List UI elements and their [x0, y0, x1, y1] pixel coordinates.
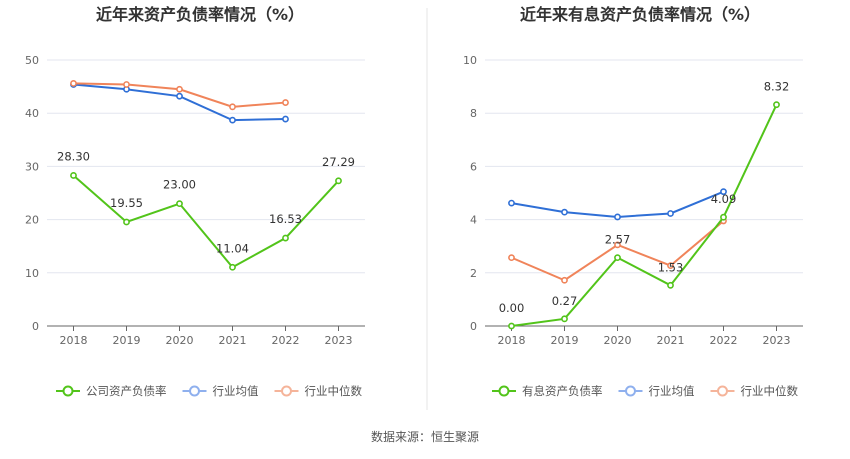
data-label: 11.04 — [216, 241, 249, 255]
legend-item: 行业均值 — [182, 384, 259, 398]
legend-item: 行业中位数 — [710, 384, 799, 398]
data-point — [561, 208, 568, 216]
y-tick-label: 10 — [25, 267, 39, 280]
legend-item: 有息资产负债率 — [492, 384, 603, 398]
data-point — [614, 213, 621, 221]
x-tick-label: 2018 — [498, 334, 526, 347]
legend-label: 有息资产负债率 — [522, 384, 603, 398]
data-point — [123, 218, 130, 226]
x-tick-label: 2022 — [272, 334, 300, 347]
data-point — [229, 103, 236, 111]
data-point — [614, 241, 621, 249]
data-label: 1.53 — [658, 260, 684, 274]
data-point — [70, 80, 77, 87]
data-point — [667, 262, 674, 270]
data-point — [720, 213, 727, 221]
legend-item: 公司资产负债率 — [56, 384, 167, 398]
legend-swatch-marker — [625, 385, 636, 397]
data-source-label: 数据来源：恒生聚源 — [371, 429, 479, 444]
y-tick-label: 2 — [470, 267, 477, 280]
data-point — [335, 177, 342, 185]
data-point — [176, 85, 183, 93]
legend-item: 行业中位数 — [274, 384, 363, 398]
y-tick-label: 40 — [25, 107, 39, 120]
data-point — [229, 116, 236, 124]
data-point — [720, 188, 727, 196]
data-point — [561, 276, 568, 284]
legend-label: 公司资产负债率 — [86, 384, 167, 398]
data-label: 27.29 — [322, 155, 355, 169]
data-point — [176, 200, 183, 208]
chart-title: 近年来资产负债率情况（%） — [96, 5, 304, 24]
data-point — [282, 99, 289, 106]
chart-total-debt-ratio: 近年来资产负债率情况（%） 0 10 20 30 40 50 2018 2019 2020 2021… — [25, 5, 365, 398]
x-tick-label: 2022 — [710, 334, 738, 347]
data-point — [773, 101, 780, 109]
series-line — [72, 174, 340, 269]
y-tick-label: 0 — [470, 320, 477, 333]
data-point — [123, 81, 130, 88]
y-tick-label: 30 — [25, 160, 39, 173]
data-label: 4.09 — [711, 192, 737, 206]
data-point — [70, 172, 77, 179]
data-label: 0.27 — [552, 294, 578, 308]
legend-label: 行业中位数 — [741, 384, 799, 398]
data-point — [561, 315, 568, 323]
data-point — [508, 199, 515, 207]
legend-label: 行业均值 — [213, 384, 259, 398]
legend-swatch-marker — [281, 385, 292, 397]
legend-item: 行业均值 — [618, 384, 695, 398]
data-point — [508, 322, 515, 330]
data-label: 16.53 — [269, 212, 302, 226]
chart-title: 近年来有息资产负债率情况（%） — [520, 5, 760, 24]
data-label: 0.00 — [499, 301, 525, 315]
chart-interest-bearing-debt-ratio: 近年来有息资产负债率情况（%） 0 2 4 6 8 10 2018 2019 2020 2021 20… — [463, 5, 803, 398]
legend-swatch-marker — [717, 385, 728, 397]
data-point — [508, 254, 515, 262]
legend-swatch-marker — [62, 385, 74, 397]
data-point — [229, 263, 236, 271]
legend-label: 行业均值 — [649, 384, 695, 398]
legend-label: 行业中位数 — [305, 384, 363, 398]
y-tick-label: 8 — [470, 107, 477, 120]
y-tick-label: 50 — [25, 54, 39, 67]
x-tick-label: 2023 — [763, 334, 791, 347]
y-tick-label: 10 — [463, 54, 477, 67]
y-tick-label: 6 — [470, 160, 477, 173]
data-point — [282, 115, 289, 123]
x-tick-label: 2021 — [219, 334, 247, 347]
data-point — [667, 210, 674, 217]
y-tick-label: 20 — [25, 214, 39, 227]
x-tick-label: 2019 — [113, 334, 141, 347]
x-tick-label: 2018 — [60, 334, 88, 347]
legend-swatch-marker — [189, 385, 200, 397]
series-line — [511, 190, 724, 218]
series-line — [511, 104, 778, 327]
x-tick-label: 2019 — [551, 334, 579, 347]
x-tick-label: 2023 — [325, 334, 353, 347]
x-tick-label: 2020 — [166, 334, 194, 347]
data-point — [176, 92, 183, 100]
series-line — [511, 220, 725, 282]
data-point — [614, 254, 621, 262]
data-label: 2.57 — [605, 233, 631, 247]
data-point — [667, 281, 674, 289]
x-tick-label: 2020 — [604, 334, 632, 347]
data-label: 8.32 — [764, 80, 790, 94]
data-point — [282, 234, 289, 242]
x-tick-label: 2021 — [657, 334, 685, 347]
y-tick-label: 0 — [32, 320, 39, 333]
data-label: 23.00 — [163, 178, 196, 192]
data-label: 19.55 — [110, 196, 143, 210]
legend-swatch-marker — [498, 385, 510, 397]
data-label: 28.30 — [57, 149, 90, 163]
y-tick-label: 4 — [470, 214, 477, 227]
